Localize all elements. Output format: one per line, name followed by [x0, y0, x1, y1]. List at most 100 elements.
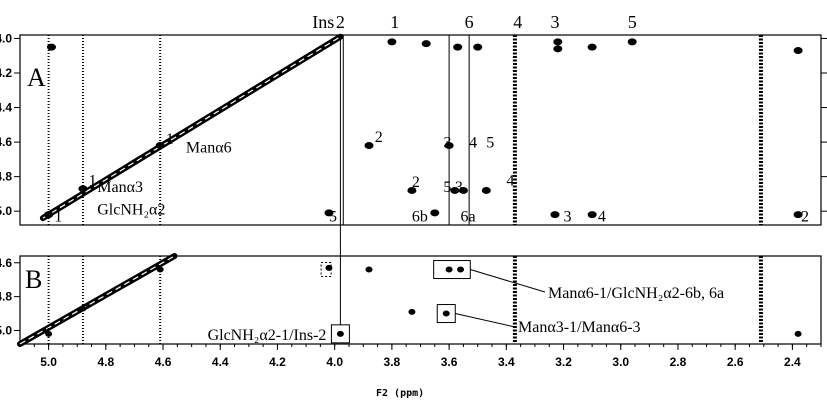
top-label: 1 — [390, 12, 399, 32]
box-label: GlcNH₂α2-1/Ins-2 — [208, 327, 327, 344]
box-label: Manα3-1/Manα6-3 — [518, 319, 641, 336]
peak — [445, 266, 453, 273]
peak — [550, 211, 560, 219]
peak — [458, 186, 468, 194]
peak — [553, 38, 563, 46]
y-tick-label: 5.0 — [0, 204, 12, 218]
peak — [481, 186, 491, 194]
x-tick-label: 2.8 — [670, 355, 687, 369]
x-tick-label: 3.6 — [441, 355, 458, 369]
peak — [44, 211, 54, 219]
peak — [587, 211, 597, 219]
peak — [453, 43, 463, 51]
x-tick-label: 4.4 — [212, 355, 229, 369]
peak-annotation: 5 — [443, 179, 451, 196]
peak — [78, 185, 88, 193]
y-tick-label: 4.4 — [0, 101, 12, 115]
peak — [794, 330, 802, 337]
peak-annotation: 4 — [506, 172, 514, 189]
peak-annotation: 2 — [375, 129, 383, 146]
y-tick-label: 5.0 — [0, 323, 12, 337]
diagonal-core — [42, 36, 341, 219]
peak-annotation: Manα3 — [97, 179, 143, 196]
panel-a-top-labels: Ins 2 1 6 4 3 5 — [312, 12, 636, 32]
peak — [450, 186, 460, 194]
top-label: 6 — [465, 12, 474, 32]
top-label: Ins — [312, 12, 334, 32]
peak — [156, 266, 164, 273]
peak-annotation: 6b — [412, 209, 428, 226]
y-tick-label: 4.8 — [0, 170, 12, 184]
peak — [336, 330, 344, 337]
x-tick-label: 2.6 — [727, 355, 744, 369]
peak — [442, 310, 450, 317]
peak — [365, 266, 373, 273]
y-tick-label: 4.6 — [0, 256, 12, 270]
panel-a-label: A — [27, 63, 46, 92]
box-label: Manα6-1/GlcNH₂α2-6b, 6a — [548, 285, 724, 302]
peak — [793, 47, 803, 55]
panel-b-axes: 4.6 4.8 5.0 5.0 4.8 4.6 4.4 4.2 4.0 3.8 3.6 3.4 3.2 3… — [0, 256, 822, 369]
peak — [553, 45, 563, 53]
peak — [793, 211, 803, 219]
top-label: 4 — [513, 12, 522, 32]
peak-annotation: 4 — [598, 209, 606, 226]
peak — [430, 209, 440, 217]
x-tick-label: 3.4 — [498, 355, 515, 369]
panel-a-diagonal — [39, 33, 344, 222]
panel-b-peaks — [45, 264, 802, 337]
peak — [473, 43, 483, 51]
panel-b-diagonal — [17, 253, 178, 347]
top-label: 2 — [336, 12, 345, 32]
panel-a-y-axis: 4.0 4.2 4.4 4.6 4.8 5.0 — [0, 31, 827, 218]
peak — [408, 308, 416, 315]
peak-annotation: 1 — [166, 131, 174, 148]
top-label: 5 — [628, 12, 637, 32]
panel-b-label: B — [25, 265, 42, 294]
peak-annotation: 1 — [89, 172, 97, 189]
diagonal-line — [17, 253, 178, 347]
peak-annotation: 5 — [329, 209, 337, 226]
panel-a-peaks — [44, 38, 803, 219]
panel-a-vertical-lines — [47, 35, 763, 225]
peak-annotation: 3 — [443, 134, 451, 151]
peak — [444, 142, 454, 150]
y-tick-label: 4.0 — [0, 31, 12, 45]
peak-annotation: Manα6 — [186, 139, 232, 156]
peak-annotation: GlcNH₂α2 — [97, 202, 165, 219]
x-tick-label: 4.6 — [155, 355, 172, 369]
x-axis-label: F2 (ppm) — [376, 388, 424, 399]
x-tick-label: 3.8 — [384, 355, 401, 369]
connector-line — [455, 313, 516, 328]
peak-annotation: 6a — [461, 209, 476, 226]
peak — [364, 142, 374, 150]
peak-annotation: 3 — [564, 209, 572, 226]
y-tick-label: 4.6 — [0, 135, 12, 149]
peak — [627, 38, 637, 46]
peak — [387, 38, 397, 46]
peak-annotation: 5 — [486, 134, 494, 151]
y-tick-label: 4.2 — [0, 66, 12, 80]
top-label: 3 — [550, 12, 559, 32]
peak — [155, 142, 165, 150]
peak — [324, 209, 334, 217]
peak — [587, 43, 597, 51]
peak-annotation: 2 — [412, 174, 420, 191]
peak — [457, 266, 465, 273]
connector-line — [470, 269, 546, 293]
dashed-box — [320, 262, 332, 278]
peak — [45, 330, 53, 337]
x-tick-label: 4.2 — [269, 355, 286, 369]
x-tick-label: 5.0 — [40, 355, 57, 369]
panel-b-boxes: GlcNH₂α2-1/Ins-2 Manα6-1/GlcNH₂α2-6b, 6a M… — [208, 35, 724, 344]
peak-annotation: 4 — [469, 134, 477, 151]
panel-a-frame — [19, 34, 822, 226]
peak-annotation: 3 — [455, 179, 463, 196]
peak-annotation: 2 — [801, 209, 809, 226]
peak — [407, 186, 417, 194]
panel-b-vertical-lines — [47, 256, 763, 344]
x-tick-label: 2.4 — [784, 355, 801, 369]
peak — [421, 40, 431, 48]
